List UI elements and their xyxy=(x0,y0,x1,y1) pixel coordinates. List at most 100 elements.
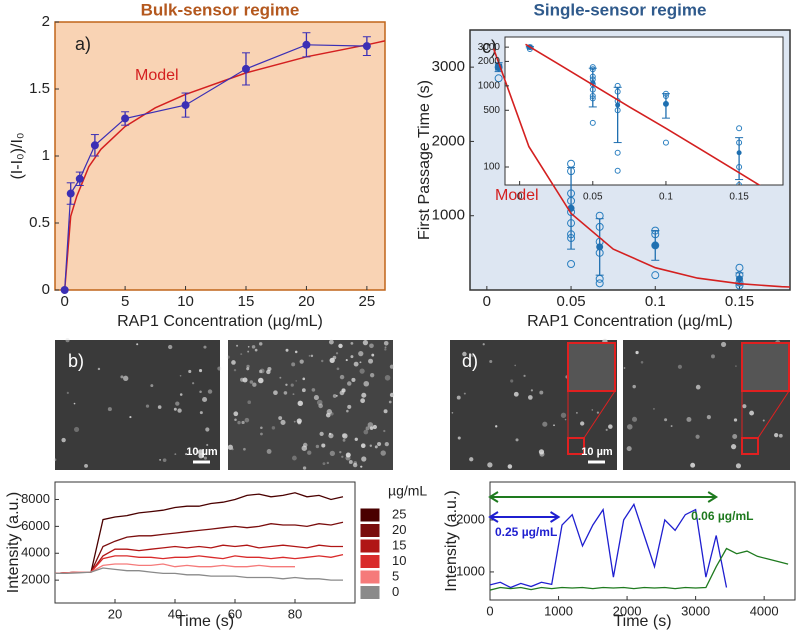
speckle xyxy=(251,345,256,349)
mean-point xyxy=(615,102,621,108)
speckle xyxy=(631,416,638,422)
speckle xyxy=(383,340,389,346)
speckle xyxy=(371,353,375,357)
speckle xyxy=(523,374,526,377)
speckle xyxy=(664,418,668,422)
data-point xyxy=(736,125,743,132)
speckle xyxy=(328,339,334,345)
panel-label: c) xyxy=(482,37,497,57)
speckle xyxy=(302,466,307,470)
speckle xyxy=(342,438,346,442)
speckle xyxy=(384,348,387,351)
speckle xyxy=(329,357,335,364)
speckle xyxy=(369,444,373,447)
speckle xyxy=(173,407,177,411)
speckle xyxy=(354,437,358,441)
zoom-box xyxy=(741,342,790,392)
mean-point xyxy=(736,150,742,156)
speckle xyxy=(341,388,346,393)
scale-bar-label: 10 µm xyxy=(186,446,218,458)
speckle xyxy=(457,436,461,440)
speckle xyxy=(285,348,289,352)
speckle xyxy=(591,409,594,411)
speckle xyxy=(367,422,374,428)
speckle xyxy=(252,382,257,387)
y-axis-label: Intensity (a.u.) xyxy=(5,492,22,593)
speckle xyxy=(487,462,493,468)
speckle xyxy=(388,400,392,404)
panel-label: a) xyxy=(75,34,91,54)
legend-title: µg/mL xyxy=(388,483,427,499)
speckle xyxy=(695,384,701,390)
speckle xyxy=(359,368,365,374)
speckle xyxy=(345,359,348,362)
mean-point xyxy=(735,275,743,283)
speckle xyxy=(199,390,202,394)
speckle xyxy=(318,403,323,409)
trace xyxy=(55,492,344,575)
speckle xyxy=(596,411,600,414)
series-label: 0.25 µg/mL xyxy=(495,525,557,539)
speckle xyxy=(623,367,626,369)
speckle xyxy=(538,449,545,455)
speckle xyxy=(332,394,337,398)
speckle xyxy=(542,421,548,427)
speckle xyxy=(53,458,57,462)
x-tick-label: 0 xyxy=(486,603,493,618)
speckle xyxy=(66,391,69,394)
speckle xyxy=(150,384,154,388)
speckle xyxy=(301,445,308,451)
trace xyxy=(55,553,344,575)
speckle xyxy=(258,342,263,346)
model-curve xyxy=(63,40,385,290)
speckle xyxy=(162,458,167,462)
speckle xyxy=(451,411,454,414)
speckle xyxy=(348,460,353,464)
legend-label: 25 xyxy=(392,506,406,521)
speckle xyxy=(285,383,288,387)
y-tick-label: 0.5 xyxy=(29,214,50,231)
speckle xyxy=(564,418,567,421)
speckle xyxy=(325,412,331,418)
speckle xyxy=(291,455,297,461)
speckle xyxy=(605,428,608,431)
y-tick-label: 2 xyxy=(42,13,50,30)
y-tick-label: 1.5 xyxy=(29,80,50,97)
speckle xyxy=(217,366,222,371)
speckle xyxy=(247,400,252,405)
speckle xyxy=(254,348,258,352)
speckle xyxy=(652,407,655,410)
speckle xyxy=(310,354,314,358)
speckle xyxy=(360,443,366,449)
legend-label: 5 xyxy=(392,568,399,583)
y-tick-label: 3000 xyxy=(432,58,465,75)
speckle xyxy=(695,434,700,439)
y-tick-label: 6000 xyxy=(21,518,50,533)
plot xyxy=(492,48,790,290)
speckle xyxy=(735,463,742,469)
model-curve xyxy=(492,48,790,288)
speckle xyxy=(733,418,738,422)
data-point xyxy=(614,149,621,156)
plot-area xyxy=(54,21,386,291)
data-point xyxy=(121,114,130,123)
arrow-head xyxy=(488,511,561,523)
x-tick-label: 0 xyxy=(483,293,491,310)
speckle xyxy=(341,455,344,458)
speckle xyxy=(290,383,294,387)
y-tick-label: 1 xyxy=(42,147,50,164)
series-label: 0.06 µg/mL xyxy=(691,509,753,523)
y-tick-label: 2000 xyxy=(432,132,465,149)
speckle xyxy=(762,419,765,422)
speckle xyxy=(188,369,192,374)
speckle xyxy=(735,365,737,367)
speckle xyxy=(352,462,358,468)
y-axis-label: (I-I₀)/I₀ xyxy=(9,132,26,179)
speckle xyxy=(711,354,715,359)
micrograph xyxy=(228,340,393,470)
speckle xyxy=(246,364,250,369)
zoom-line xyxy=(583,390,616,439)
speckle xyxy=(369,373,375,378)
speckle xyxy=(339,374,345,380)
y-tick-label: 1000 xyxy=(478,80,501,91)
